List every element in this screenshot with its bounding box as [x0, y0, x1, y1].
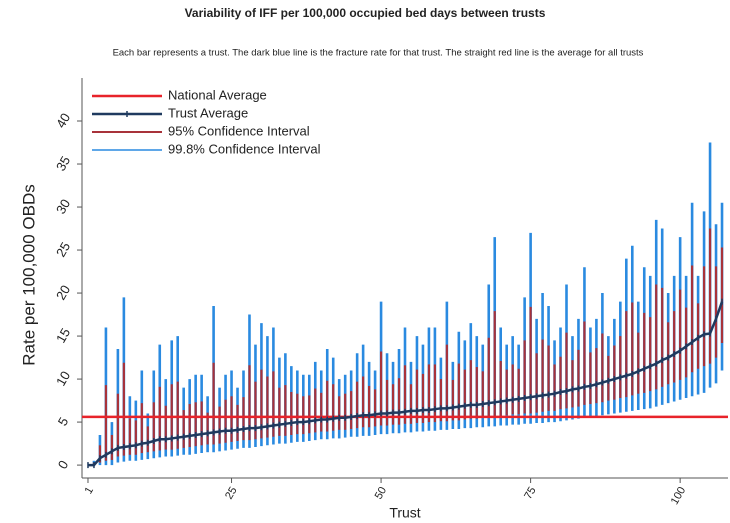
y-tick-label: 0	[55, 458, 72, 472]
y-tick-label: 30	[53, 196, 73, 216]
x-tick-label: 100	[669, 485, 689, 507]
y-axis-label: Rate per 100,000 OBDs	[19, 184, 38, 365]
y-tick-label: 25	[53, 239, 73, 259]
chart-title: Variability of IFF per 100,000 occupied …	[185, 6, 546, 20]
x-tick-label: 25	[223, 485, 240, 502]
y-tick-label: 5	[55, 415, 72, 429]
x-tick-label: 1	[83, 485, 96, 496]
legend-label: National Average	[168, 87, 267, 102]
y-tick-label: 20	[53, 283, 73, 303]
y-tick-label: 40	[53, 110, 73, 130]
chart-subtitle: Each bar represents a trust. The dark bl…	[113, 48, 644, 59]
y-tick-label: 10	[53, 369, 73, 389]
y-tick-label: 35	[53, 153, 73, 173]
x-axis-label: Trust	[389, 505, 420, 521]
legend-label: Trust Average	[168, 105, 248, 120]
legend-label: 95% Confidence Interval	[168, 123, 310, 138]
x-tick-label: 50	[373, 485, 390, 502]
legend-label: 99.8% Confidence Interval	[168, 141, 321, 156]
x-tick-label: 75	[522, 485, 539, 502]
y-tick-label: 15	[53, 326, 73, 346]
